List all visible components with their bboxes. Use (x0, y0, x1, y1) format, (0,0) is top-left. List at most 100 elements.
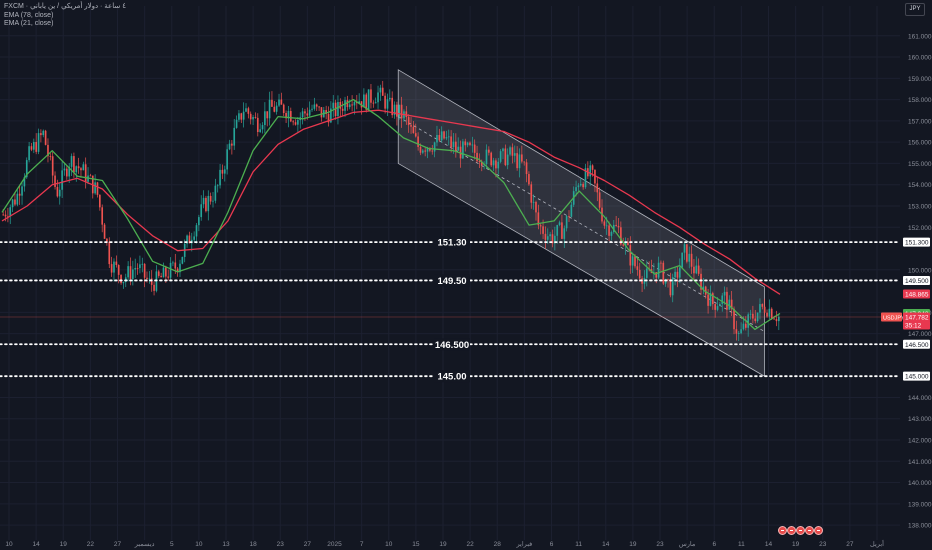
candle-body (759, 304, 761, 313)
price-tag: 147.782 (905, 314, 929, 321)
candle-body (63, 168, 66, 171)
candle-body (285, 112, 287, 119)
candle-body (179, 263, 181, 273)
ema-slow-label[interactable]: EMA (78, close) (4, 11, 54, 19)
candle-body (365, 94, 368, 110)
candle-body (400, 104, 403, 119)
candle-body (301, 111, 304, 118)
candle-body (551, 234, 554, 244)
candle-body (608, 225, 610, 236)
horizontal-levels[interactable]: 151.30 149.50 146.500 145.00 (0, 236, 901, 383)
candle-body (711, 293, 714, 305)
candle-body (443, 131, 445, 139)
candle-body (462, 141, 464, 159)
candle-body (777, 316, 780, 322)
candle-body (94, 182, 96, 194)
candle-body (115, 261, 118, 266)
candle-body (405, 111, 408, 118)
candle-body (381, 87, 384, 96)
candle-body (676, 271, 679, 278)
candle-body (25, 160, 28, 178)
candle-body (339, 101, 342, 109)
candle-body (398, 104, 401, 117)
candle-body (169, 262, 172, 278)
y-tick-label: 153.000 (908, 203, 932, 210)
candle-body (516, 153, 518, 169)
y-tick-label: 159.000 (908, 76, 932, 83)
event-flag-icon[interactable] (787, 526, 796, 535)
candle-body (242, 111, 245, 120)
candle-body (205, 197, 207, 212)
candle-body (523, 161, 526, 163)
event-flag-icon[interactable] (814, 526, 823, 535)
candle-body (492, 160, 495, 166)
candle-body (417, 136, 419, 147)
candle-body (153, 284, 155, 291)
level-axis-badge (903, 275, 930, 285)
candle-body (747, 314, 749, 328)
y-tick-label: 155.000 (908, 161, 932, 168)
event-flag-icon[interactable] (796, 526, 805, 535)
event-flag-icon[interactable] (805, 526, 814, 535)
currency-unit-badge[interactable]: JPY (905, 3, 925, 16)
candle-body (662, 262, 665, 284)
ema-21-line (1, 98, 781, 331)
candle-body (455, 141, 457, 151)
level-axis-label: 146.500 (905, 342, 929, 349)
candle-body (174, 262, 177, 269)
candle-body (412, 126, 415, 134)
candle-body (23, 177, 26, 187)
candle-body (325, 110, 327, 114)
level-axis-badge (903, 371, 930, 381)
axes: 161.000 160.000 159.000 158.000 157.000 156.0… (5, 33, 931, 548)
descending-channel[interactable] (397, 69, 765, 377)
candle-body (216, 185, 219, 187)
candle-body (568, 216, 570, 217)
candle-body (742, 323, 745, 330)
candle-body (605, 225, 608, 227)
candle-body (678, 267, 681, 278)
x-tick-label: 28 (494, 541, 502, 548)
candle-body (525, 162, 528, 175)
candle-body (188, 235, 191, 244)
x-tick-label: 6 (550, 541, 554, 548)
x-tick-label: فبراير (515, 540, 532, 548)
level-axis-label: 149.500 (905, 278, 929, 285)
ema-fast-label[interactable]: EMA (21, close) (4, 20, 54, 27)
candle-body (634, 256, 636, 267)
candle-body (436, 134, 438, 143)
candle-body (42, 130, 45, 136)
candle-body (186, 235, 188, 244)
candle-body (289, 111, 292, 122)
candle-body (396, 104, 398, 117)
x-tick-label: 27 (304, 541, 312, 548)
candle-body (504, 148, 507, 166)
candle-body (438, 134, 441, 141)
candle-body (537, 212, 540, 226)
candle-body (544, 233, 547, 240)
candle-body (770, 308, 773, 319)
y-tick-label: 161.000 (908, 33, 932, 40)
candle-body (615, 224, 617, 226)
candle-body (162, 267, 165, 278)
candle-body (511, 147, 514, 156)
event-flag-icon[interactable] (778, 526, 787, 535)
candle-body (554, 235, 556, 244)
candle-body (73, 156, 75, 173)
candle-body (636, 266, 639, 270)
candle-body (150, 278, 153, 285)
y-tick-label: 147.000 (908, 331, 932, 338)
x-tick-label: ديسمبر (134, 541, 155, 548)
candle-body (264, 111, 266, 126)
candle-body (716, 306, 719, 310)
candle-body (259, 129, 261, 132)
candle-body (431, 150, 434, 152)
level-label-bg (434, 274, 470, 287)
candle-body (391, 97, 394, 116)
candle-body (106, 238, 108, 242)
candle-body (693, 266, 695, 274)
candle-body (330, 108, 332, 123)
candle-body (561, 222, 563, 239)
candle-body (733, 308, 735, 330)
